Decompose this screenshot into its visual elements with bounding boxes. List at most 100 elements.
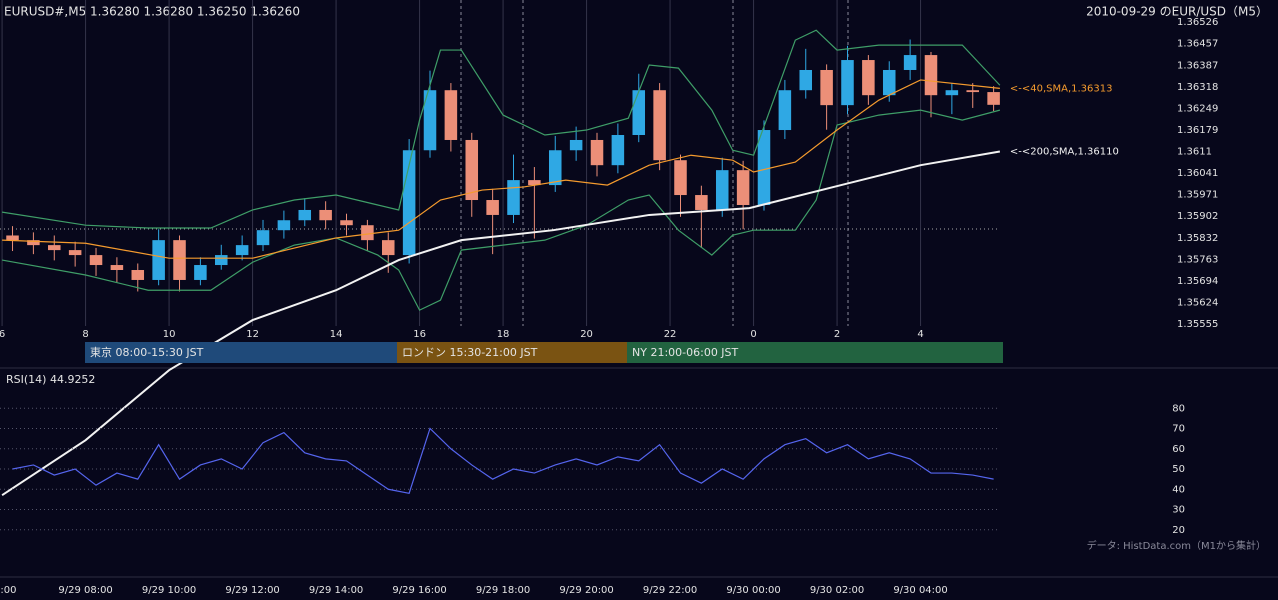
x-tick-label: 9/29 22:00: [643, 585, 697, 596]
x-tick-label: 6: [0, 329, 5, 340]
indicator-label: <-<40,SMA,1.36313: [1010, 83, 1113, 94]
x-tick-label: 9/30 04:00: [893, 585, 947, 596]
x-tick-label: 9/29 18:00: [476, 585, 530, 596]
x-tick-label: 9/30 00:00: [726, 585, 780, 596]
session-label: ロンドン 15:30-21:00 JST: [402, 346, 538, 359]
candle-body: [820, 69, 833, 106]
chart-title: 2010-09-29 のEUR/USD（M5）: [1086, 5, 1268, 19]
candle-body: [173, 240, 186, 280]
source-note: データ: HistData.com（M1から集計）: [1087, 539, 1266, 552]
y-tick-label: 40: [1172, 484, 1185, 495]
chart-subtitle: EURUSD#,M5 1.36280 1.36280 1.36250 1.362…: [4, 5, 300, 19]
y-tick-label: 1.36526: [1177, 17, 1218, 28]
y-tick-label: 50: [1172, 464, 1185, 475]
candle-body: [882, 69, 896, 96]
x-tick-label: 12: [246, 329, 259, 340]
candle-body: [799, 69, 813, 91]
candle-body: [319, 209, 332, 221]
y-tick-label: 1.35694: [1177, 276, 1218, 287]
y-tick-label: 1.35555: [1177, 319, 1218, 330]
candle-body: [528, 180, 541, 186]
candle-body: [548, 150, 562, 186]
candle-body: [715, 170, 729, 210]
candle-body: [966, 90, 980, 93]
candle-body: [27, 240, 40, 246]
x-tick-label: 9/29 20:00: [559, 585, 613, 596]
candle-body: [924, 55, 938, 96]
x-tick-label: 14: [330, 329, 343, 340]
candle-body: [89, 255, 103, 266]
x-tick-label: 18: [497, 329, 510, 340]
candle-body: [757, 130, 771, 205]
indicator-line: [1, 29, 1001, 229]
candle-body: [674, 160, 687, 196]
candle-body: [987, 92, 1000, 105]
x-tick-label: 06:00: [0, 585, 17, 596]
rsi-title: RSI(14) 44.9252: [6, 373, 95, 386]
y-tick-label: 70: [1172, 424, 1185, 435]
x-tick-label: 9/29 14:00: [309, 585, 363, 596]
x-tick-label: 9/30 02:00: [810, 585, 864, 596]
y-tick-label: 1.36387: [1177, 60, 1218, 71]
y-tick-label: 1.36457: [1177, 39, 1218, 50]
candle-body: [298, 209, 312, 221]
x-tick-label: 2: [834, 329, 840, 340]
candle-body: [653, 90, 666, 161]
y-tick-label: 1.3611: [1177, 146, 1212, 157]
candle-body: [131, 270, 145, 280]
candle-body: [215, 255, 228, 266]
x-tick-label: 16: [413, 329, 426, 340]
candle-body: [486, 200, 499, 215]
x-tick-label: 9/29 12:00: [225, 585, 279, 596]
candle-body: [277, 220, 291, 231]
candle-body: [381, 240, 395, 256]
y-tick-label: 60: [1172, 444, 1185, 455]
y-tick-label: 30: [1172, 505, 1185, 516]
y-tick-label: 1.36318: [1177, 82, 1218, 93]
session-bar: [627, 342, 1003, 363]
candle-body: [444, 90, 458, 140]
x-tick-label: 8: [82, 329, 88, 340]
y-tick-label: 1.35902: [1177, 211, 1218, 222]
candle-body: [256, 230, 270, 246]
candle-body: [590, 139, 604, 166]
session-label: 東京 08:00-15:30 JST: [90, 345, 204, 359]
candle-body: [736, 170, 750, 205]
indicator-line: [1, 109, 1001, 311]
candle-body: [778, 90, 792, 131]
candle-body: [68, 250, 82, 256]
x-tick-label: 10: [163, 329, 176, 340]
y-tick-label: 20: [1172, 525, 1185, 536]
x-tick-label: 4: [917, 329, 923, 340]
indicator-line: [2, 79, 1000, 259]
y-tick-label: 1.36249: [1177, 103, 1218, 114]
x-tick-label: 9/29 16:00: [392, 585, 446, 596]
candle-body: [903, 55, 917, 70]
rsi-line: [12, 427, 994, 494]
indicator-label: <-<200,SMA,1.36110: [1010, 146, 1119, 157]
x-tick-label: 20: [580, 329, 593, 340]
x-tick-label: 0: [750, 329, 756, 340]
candle-body: [361, 225, 374, 241]
y-tick-label: 80: [1172, 403, 1185, 414]
session-bar: [397, 342, 627, 363]
candle-body: [862, 60, 875, 96]
candle-body: [235, 245, 249, 256]
candle-body: [48, 245, 61, 251]
y-tick-label: 1.36041: [1177, 168, 1218, 179]
candle-body: [423, 90, 437, 151]
candle-body: [152, 240, 165, 280]
y-tick-label: 1.35832: [1177, 233, 1218, 244]
y-tick-label: 1.35971: [1177, 190, 1218, 201]
y-tick-label: 1.36179: [1177, 125, 1218, 136]
candle-body: [507, 180, 520, 215]
indicator-line: [1, 150, 1001, 497]
candle-body: [695, 195, 708, 210]
x-tick-label: 9/29 10:00: [142, 585, 196, 596]
candle-body: [945, 90, 959, 96]
candle-body: [632, 90, 646, 136]
candle-body: [465, 139, 479, 201]
candle-body: [340, 220, 353, 226]
y-tick-label: 1.35624: [1177, 298, 1218, 309]
